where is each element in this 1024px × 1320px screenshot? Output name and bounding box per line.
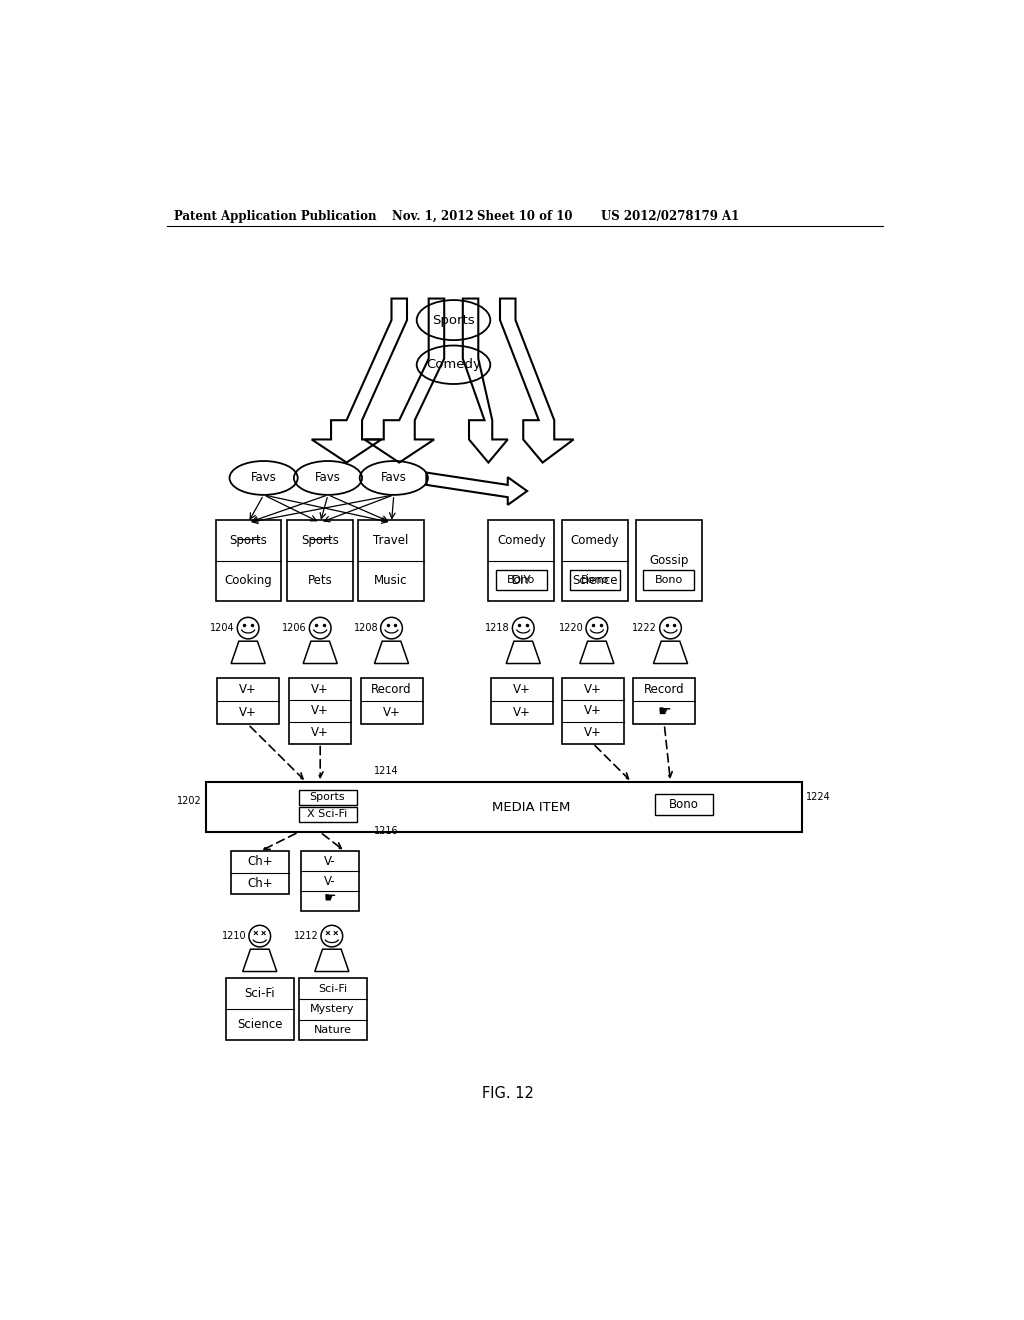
Text: Ch+: Ch+ xyxy=(248,876,273,890)
Text: V+: V+ xyxy=(240,706,257,719)
Text: Cooking: Cooking xyxy=(224,574,272,587)
Text: X Sci-Fi: X Sci-Fi xyxy=(307,809,348,820)
Bar xyxy=(301,851,359,911)
Text: 1222: 1222 xyxy=(633,623,657,634)
Text: Record: Record xyxy=(371,684,412,696)
Text: V-: V- xyxy=(324,875,336,888)
Text: Bono: Bono xyxy=(669,797,699,810)
Text: MEDIA ITEM: MEDIA ITEM xyxy=(492,801,570,813)
Text: Record: Record xyxy=(644,684,685,696)
Text: V-: V- xyxy=(324,855,336,869)
Bar xyxy=(569,570,621,590)
Text: Mystery: Mystery xyxy=(310,1005,355,1014)
Text: V+: V+ xyxy=(584,682,602,696)
Text: Favs: Favs xyxy=(381,471,407,484)
Text: 1210: 1210 xyxy=(222,931,247,941)
Text: 1216: 1216 xyxy=(375,826,399,836)
Bar xyxy=(206,781,802,832)
Bar xyxy=(358,520,424,601)
Text: ☛: ☛ xyxy=(657,704,671,719)
Text: 1208: 1208 xyxy=(353,623,378,634)
Bar xyxy=(360,678,423,725)
Text: Bono: Bono xyxy=(507,574,536,585)
Bar xyxy=(636,520,701,601)
Text: Favs: Favs xyxy=(315,471,341,484)
Text: 1212: 1212 xyxy=(294,931,318,941)
Text: Sports: Sports xyxy=(301,535,339,546)
Text: Bono: Bono xyxy=(654,574,683,585)
Text: Sports: Sports xyxy=(309,792,345,803)
Text: Science: Science xyxy=(572,574,617,587)
Text: 1206: 1206 xyxy=(283,623,307,634)
Bar xyxy=(562,678,624,743)
Bar xyxy=(496,570,547,590)
Text: Science: Science xyxy=(237,1018,283,1031)
Bar xyxy=(287,520,352,601)
Bar xyxy=(231,851,289,894)
Text: Nature: Nature xyxy=(313,1024,351,1035)
Text: V+: V+ xyxy=(584,726,602,739)
Text: US 2012/0278179 A1: US 2012/0278179 A1 xyxy=(601,210,739,223)
Text: V+: V+ xyxy=(513,706,530,719)
Text: 1218: 1218 xyxy=(485,623,510,634)
Bar xyxy=(490,678,553,725)
Text: 1204: 1204 xyxy=(210,623,234,634)
Text: Patent Application Publication: Patent Application Publication xyxy=(174,210,377,223)
Text: Sheet 10 of 10: Sheet 10 of 10 xyxy=(477,210,572,223)
Text: Travel: Travel xyxy=(374,535,409,546)
Text: ☛: ☛ xyxy=(324,891,336,906)
Bar xyxy=(488,520,554,601)
Text: V+: V+ xyxy=(311,705,329,717)
Text: Favs: Favs xyxy=(251,471,276,484)
Bar xyxy=(562,520,628,601)
Text: Sports: Sports xyxy=(432,314,475,326)
Bar xyxy=(217,678,280,725)
Text: DIY: DIY xyxy=(512,574,531,587)
Text: V+: V+ xyxy=(513,684,530,696)
Text: V+: V+ xyxy=(383,706,400,719)
Text: Comedy: Comedy xyxy=(426,358,481,371)
Text: Sci-Fi: Sci-Fi xyxy=(318,983,347,994)
Text: Ch+: Ch+ xyxy=(248,855,273,869)
Text: 1220: 1220 xyxy=(559,623,584,634)
Bar xyxy=(225,978,294,1040)
Bar xyxy=(216,520,282,601)
Text: V+: V+ xyxy=(311,682,329,696)
Text: Pets: Pets xyxy=(307,574,332,587)
Text: V+: V+ xyxy=(584,705,602,717)
Text: Sci-Fi: Sci-Fi xyxy=(245,987,275,1001)
Text: Comedy: Comedy xyxy=(497,535,546,546)
Text: Sports: Sports xyxy=(229,535,267,546)
Text: Gossip: Gossip xyxy=(649,554,688,568)
Text: V+: V+ xyxy=(311,726,329,739)
Bar xyxy=(655,793,713,816)
Text: V+: V+ xyxy=(240,684,257,696)
Text: FIG. 12: FIG. 12 xyxy=(482,1086,534,1101)
Text: 1224: 1224 xyxy=(806,792,830,803)
Bar xyxy=(633,678,695,725)
Bar xyxy=(643,570,693,590)
Text: Nov. 1, 2012: Nov. 1, 2012 xyxy=(391,210,473,223)
Text: Music: Music xyxy=(375,574,408,587)
Text: 1214: 1214 xyxy=(375,766,399,776)
Text: 1202: 1202 xyxy=(177,796,202,807)
Text: Comedy: Comedy xyxy=(570,535,620,546)
Bar xyxy=(299,789,356,805)
Bar xyxy=(299,978,367,1040)
Bar xyxy=(289,678,351,743)
Text: Bono: Bono xyxy=(581,574,609,585)
Bar xyxy=(299,807,356,822)
